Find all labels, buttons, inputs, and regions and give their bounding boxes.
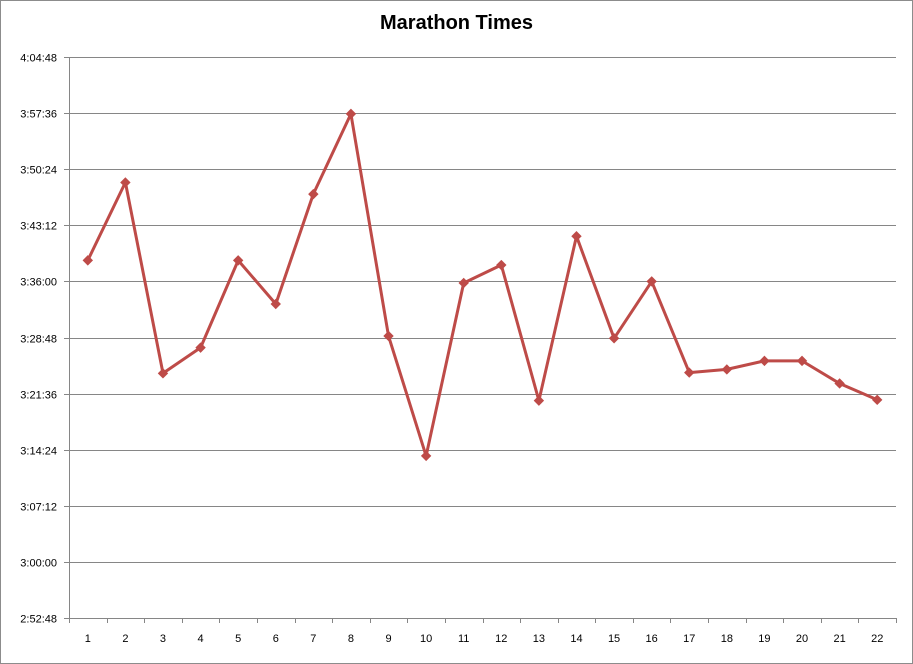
- y-tick-label-5: 3:28:48: [20, 334, 57, 346]
- x-tick-label-0: 1: [85, 633, 91, 645]
- x-tick-label-18: 19: [758, 633, 770, 645]
- x-tick-label-17: 18: [721, 633, 733, 645]
- x-tick-label-7: 8: [348, 633, 354, 645]
- y-tick-label-7: 3:43:12: [20, 221, 57, 233]
- x-tick-label-3: 4: [198, 633, 204, 645]
- data-point-16: [646, 276, 657, 287]
- data-point-4: [195, 342, 206, 353]
- x-tick-label-12: 13: [533, 633, 545, 645]
- data-point-12: [496, 259, 507, 271]
- x-tick-label-14: 15: [608, 633, 620, 645]
- data-point-7: [308, 188, 319, 200]
- data-point-5: [232, 255, 244, 266]
- x-tick-label-13: 14: [570, 633, 582, 645]
- y-tick-label-10: 4:04:48: [20, 53, 57, 65]
- x-tick-label-8: 9: [385, 633, 391, 645]
- y-tick-label-4: 3:21:36: [20, 390, 57, 402]
- data-point-13: [533, 395, 545, 406]
- data-point-1: [82, 255, 94, 266]
- data-point-6: [270, 298, 281, 310]
- data-point-19: [759, 355, 770, 367]
- data-point-14: [571, 231, 582, 242]
- data-point-9: [383, 330, 394, 342]
- x-tick-label-1: 2: [122, 633, 128, 645]
- x-tick-label-21: 22: [871, 633, 883, 645]
- data-point-21: [834, 378, 845, 389]
- data-point-18: [721, 364, 733, 375]
- data-point-22: [871, 394, 883, 406]
- y-tick-label-0: 2:52:48: [20, 614, 57, 626]
- x-tick-label-16: 17: [683, 633, 695, 645]
- y-tick-label-6: 3:36:00: [20, 277, 57, 289]
- data-point-10: [420, 450, 432, 462]
- x-tick-label-6: 7: [310, 633, 316, 645]
- series-line: [86, 112, 878, 458]
- data-point-3: [157, 368, 169, 379]
- x-tick-label-11: 12: [495, 633, 507, 645]
- data-point-11: [458, 277, 469, 289]
- y-tick-label-3: 3:14:24: [20, 446, 57, 458]
- y-tick-label-8: 3:50:24: [20, 165, 57, 177]
- chart-title: Marathon Times: [380, 12, 533, 34]
- y-tick-label-9: 3:57:36: [20, 109, 57, 121]
- x-tick-label-4: 5: [235, 633, 241, 645]
- x-tick-label-20: 21: [833, 633, 845, 645]
- x-tick-label-9: 10: [420, 633, 432, 645]
- x-tick-label-5: 6: [273, 633, 279, 645]
- y-tick-label-2: 3:07:12: [20, 502, 57, 514]
- data-point-2: [120, 177, 131, 188]
- x-tick-label-10: 11: [458, 633, 469, 645]
- x-tick-label-15: 16: [646, 633, 658, 645]
- data-point-8: [345, 108, 357, 120]
- x-tick-label-19: 20: [796, 633, 808, 645]
- data-point-15: [608, 333, 620, 344]
- y-tick-label-1: 3:00:00: [20, 558, 57, 570]
- x-tick-label-2: 3: [160, 633, 166, 645]
- data-point-20: [796, 355, 808, 367]
- data-point-17: [684, 367, 695, 378]
